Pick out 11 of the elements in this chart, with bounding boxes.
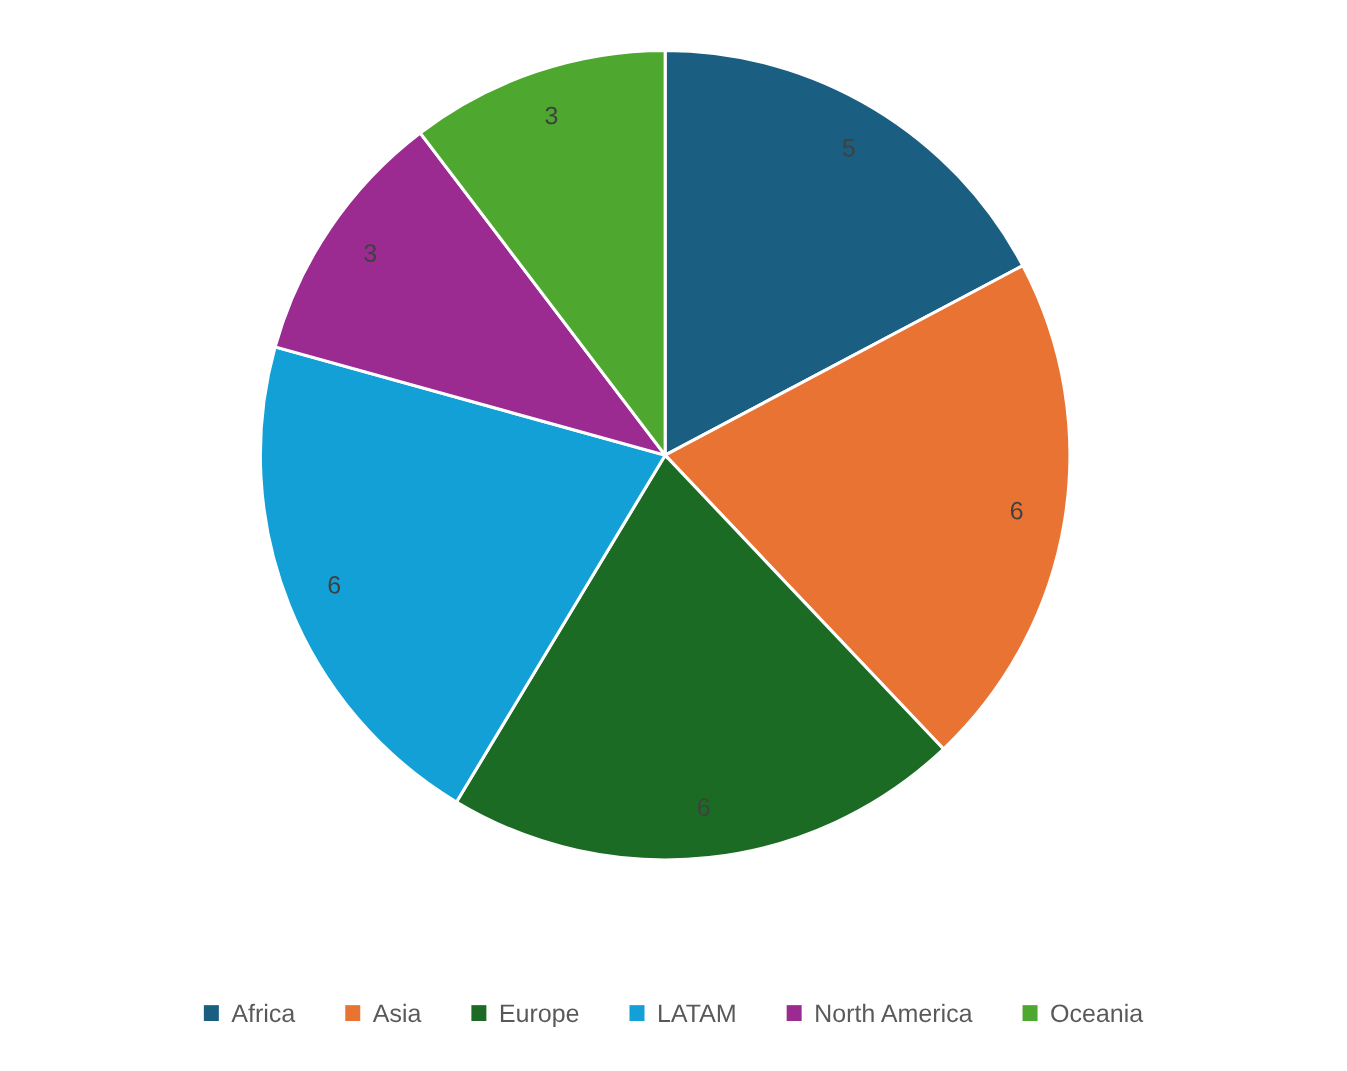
data-label: 3	[364, 244, 377, 262]
legend-label: LATAM	[659, 1004, 735, 1022]
legend-label: North America	[816, 1003, 973, 1023]
data-label: 6	[328, 576, 341, 594]
legend-label: Africa	[231, 1003, 296, 1023]
legend-label: Europe	[500, 1004, 579, 1028]
legend-label: Asia	[372, 1003, 422, 1023]
data-label: 5	[842, 139, 855, 157]
data-label: 3	[545, 106, 558, 125]
legend-label: Oceania	[1051, 1003, 1144, 1023]
data-label: 6	[1010, 501, 1023, 520]
